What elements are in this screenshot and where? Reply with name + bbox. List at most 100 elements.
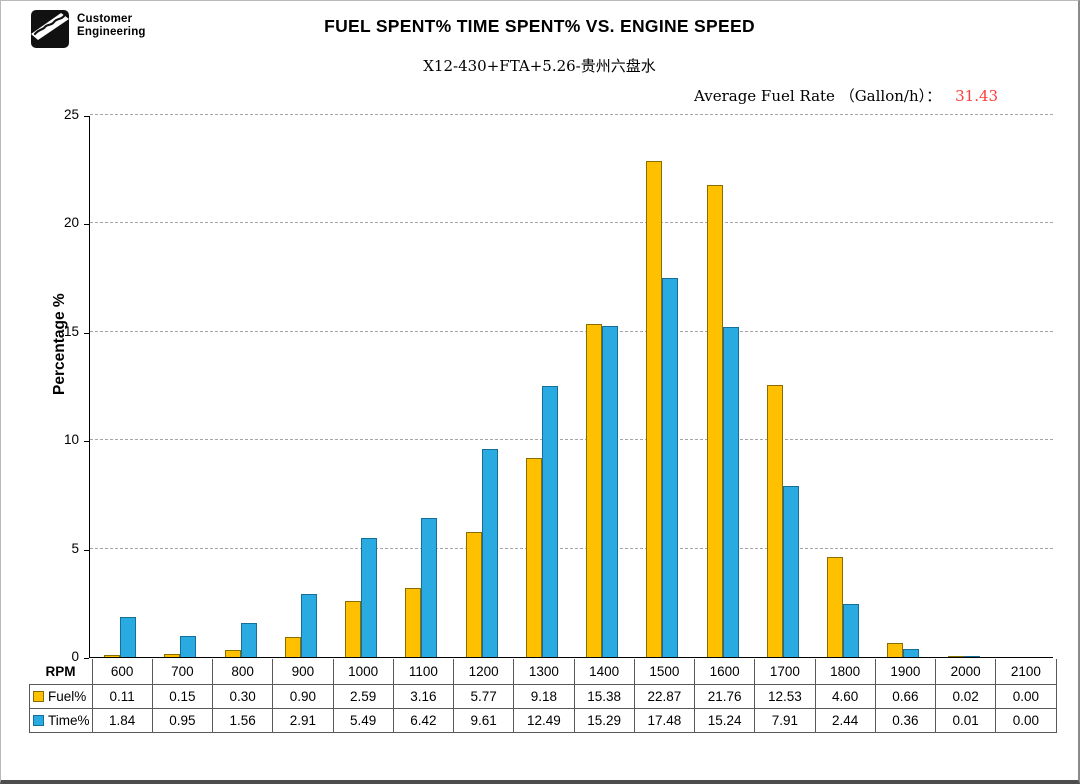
table-cell-fuel-1200: 5.77 — [453, 683, 515, 709]
table-cell-fuel-1000: 2.59 — [332, 683, 394, 709]
bar-time-700 — [180, 636, 196, 657]
logo-text-line2: Engineering — [77, 26, 146, 38]
table-cell-fuel-600: 0.11 — [91, 683, 153, 709]
bar-fuel-1000 — [345, 601, 361, 657]
bar-time-1500 — [662, 278, 678, 657]
y-tick-label-20: 20 — [63, 215, 79, 231]
bar-fuel-1100 — [405, 588, 421, 657]
y-tick-mark-25 — [84, 116, 89, 117]
bar-fuel-600 — [104, 655, 120, 657]
bar-fuel-900 — [285, 637, 301, 657]
bar-time-1700 — [783, 486, 799, 657]
table-cell-time-1500: 17.48 — [633, 707, 696, 733]
table-cell-time-1400: 15.29 — [573, 707, 635, 733]
bar-fuel-1700 — [767, 385, 783, 657]
bar-fuel-1800 — [827, 557, 843, 657]
legend-key-icon — [33, 690, 44, 702]
table-row-fuel: Fuel% 0.11 0.15 0.30 0.90 2.59 3.16 5.77 9.18 15.… — [29, 683, 1057, 709]
plot-area — [89, 114, 1053, 658]
x-tick-label-800: 800 — [212, 659, 274, 685]
table-cell-time-1800: 2.44 — [814, 707, 876, 733]
bar-time-1900 — [903, 649, 919, 657]
x-tick-label-600: 600 — [91, 659, 153, 685]
bar-fuel-800 — [225, 650, 241, 657]
gridline-5 — [90, 547, 1053, 549]
table-cell-fuel-900: 0.90 — [272, 683, 334, 709]
gridline-25 — [90, 114, 1053, 115]
gridline-15 — [90, 330, 1053, 332]
bar-time-1400 — [602, 326, 618, 657]
bar-time-900 — [301, 594, 317, 657]
average-fuel-rate-label: Average Fuel Rate （Gallon/h）： — [694, 87, 942, 105]
table-row-time: Time% 1.84 0.95 1.56 2.91 5.49 6.42 9.61 12.49 15… — [29, 707, 1057, 733]
bar-time-1600 — [723, 327, 739, 657]
bar-fuel-700 — [164, 654, 180, 657]
chart-subtitle: X12-430+FTA+5.26-贵州六盘水 — [423, 57, 656, 75]
legend-time: Time% — [29, 707, 93, 733]
bar-time-800 — [241, 623, 257, 657]
table-cell-time-1300: 12.49 — [513, 707, 575, 733]
table-cell-fuel-2000: 0.02 — [935, 683, 997, 709]
logo-block: Customer Engineering — [31, 10, 146, 48]
y-tick-mark-5 — [84, 549, 89, 551]
bar-fuel-1500 — [646, 161, 662, 657]
bar-fuel-2000 — [948, 656, 964, 657]
logo-text-line1: Customer — [77, 13, 133, 25]
cummins-logo-icon — [31, 10, 69, 48]
chart-data-table: RPM 600 700 800 900 1000 1100 1200 1300 1400 1500 1… — [29, 659, 1057, 733]
table-cell-fuel-1700: 12.53 — [754, 683, 816, 709]
bar-fuel-1200 — [466, 532, 482, 657]
table-cell-time-1600: 15.24 — [694, 707, 756, 733]
table-cell-time-1100: 6.42 — [392, 707, 455, 733]
table-cell-time-1000: 5.49 — [332, 707, 394, 733]
x-tick-label-1400: 1400 — [573, 659, 635, 685]
table-cell-fuel-2100: 0.00 — [995, 683, 1057, 709]
x-tick-label-2000: 2000 — [935, 659, 997, 685]
table-cell-time-2000: 0.01 — [935, 707, 997, 733]
table-cell-fuel-800: 0.30 — [212, 683, 274, 709]
x-tick-label-1100: 1100 — [392, 659, 455, 685]
bar-time-600 — [120, 617, 136, 657]
gridline-20 — [90, 222, 1053, 224]
table-cell-time-900: 2.91 — [272, 707, 334, 733]
bar-time-1200 — [482, 449, 498, 657]
x-tick-label-700: 700 — [151, 659, 214, 685]
y-axis-title: Percentage % — [50, 293, 68, 395]
x-tick-label-1200: 1200 — [453, 659, 515, 685]
bar-fuel-1600 — [707, 185, 723, 657]
table-cell-time-800: 1.56 — [212, 707, 274, 733]
x-tick-label-1900: 1900 — [874, 659, 937, 685]
table-cell-time-1900: 0.36 — [874, 707, 937, 733]
table-cell-time-2100: 0.00 — [995, 707, 1057, 733]
table-cell-fuel-700: 0.15 — [151, 683, 214, 709]
table-cell-fuel-1600: 21.76 — [694, 683, 756, 709]
gridline-10 — [90, 439, 1053, 441]
y-tick-label-0: 0 — [71, 649, 79, 664]
table-cell-fuel-1300: 9.18 — [513, 683, 575, 709]
table-cell-fuel-1900: 0.66 — [874, 683, 937, 709]
table-cell-time-600: 1.84 — [91, 707, 153, 733]
bar-fuel-1900 — [887, 643, 903, 657]
y-tick-label-10: 10 — [63, 432, 79, 448]
x-tick-label-2100: 2100 — [995, 659, 1057, 685]
bar-time-2000 — [964, 656, 980, 657]
y-tick-label-5: 5 — [71, 540, 79, 556]
x-tick-label-1800: 1800 — [814, 659, 876, 685]
x-tick-label-900: 900 — [272, 659, 334, 685]
y-tick-mark-20 — [84, 224, 89, 226]
y-tick-mark-15 — [84, 332, 89, 334]
bar-time-1300 — [542, 386, 558, 657]
x-tick-label-1600: 1600 — [694, 659, 756, 685]
bar-fuel-1400 — [586, 324, 602, 657]
legend-key-icon — [33, 714, 44, 726]
average-fuel-rate: Average Fuel Rate （Gallon/h）： 31.43 — [694, 85, 998, 106]
logo-text: Customer Engineering — [77, 13, 146, 39]
bar-fuel-1300 — [526, 458, 542, 657]
x-tick-label-1700: 1700 — [754, 659, 816, 685]
table-cell-time-1700: 7.91 — [754, 707, 816, 733]
table-cell-time-1200: 9.61 — [453, 707, 515, 733]
x-tick-label-1000: 1000 — [332, 659, 394, 685]
y-tick-label-25: 25 — [63, 107, 79, 122]
legend-fuel: Fuel% — [29, 683, 93, 709]
